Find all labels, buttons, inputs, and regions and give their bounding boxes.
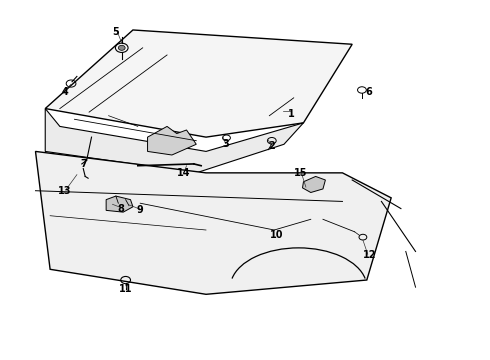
Circle shape	[118, 45, 125, 50]
Text: 12: 12	[363, 250, 376, 260]
Text: 4: 4	[61, 87, 68, 98]
Text: 1: 1	[288, 109, 294, 119]
Text: 9: 9	[137, 205, 144, 215]
Text: 2: 2	[269, 141, 275, 151]
Text: 8: 8	[117, 203, 124, 213]
Polygon shape	[147, 126, 196, 155]
Text: 15: 15	[294, 168, 308, 178]
Text: 6: 6	[366, 87, 372, 98]
Text: 10: 10	[270, 230, 283, 240]
Polygon shape	[302, 176, 325, 193]
Polygon shape	[35, 152, 391, 294]
Polygon shape	[45, 109, 303, 173]
Polygon shape	[106, 196, 133, 212]
Text: 7: 7	[81, 159, 88, 169]
Polygon shape	[45, 30, 352, 137]
Text: 11: 11	[119, 284, 132, 294]
Text: 3: 3	[222, 139, 229, 149]
Text: 13: 13	[58, 186, 72, 196]
Text: 5: 5	[113, 27, 119, 37]
Text: 14: 14	[177, 168, 191, 178]
